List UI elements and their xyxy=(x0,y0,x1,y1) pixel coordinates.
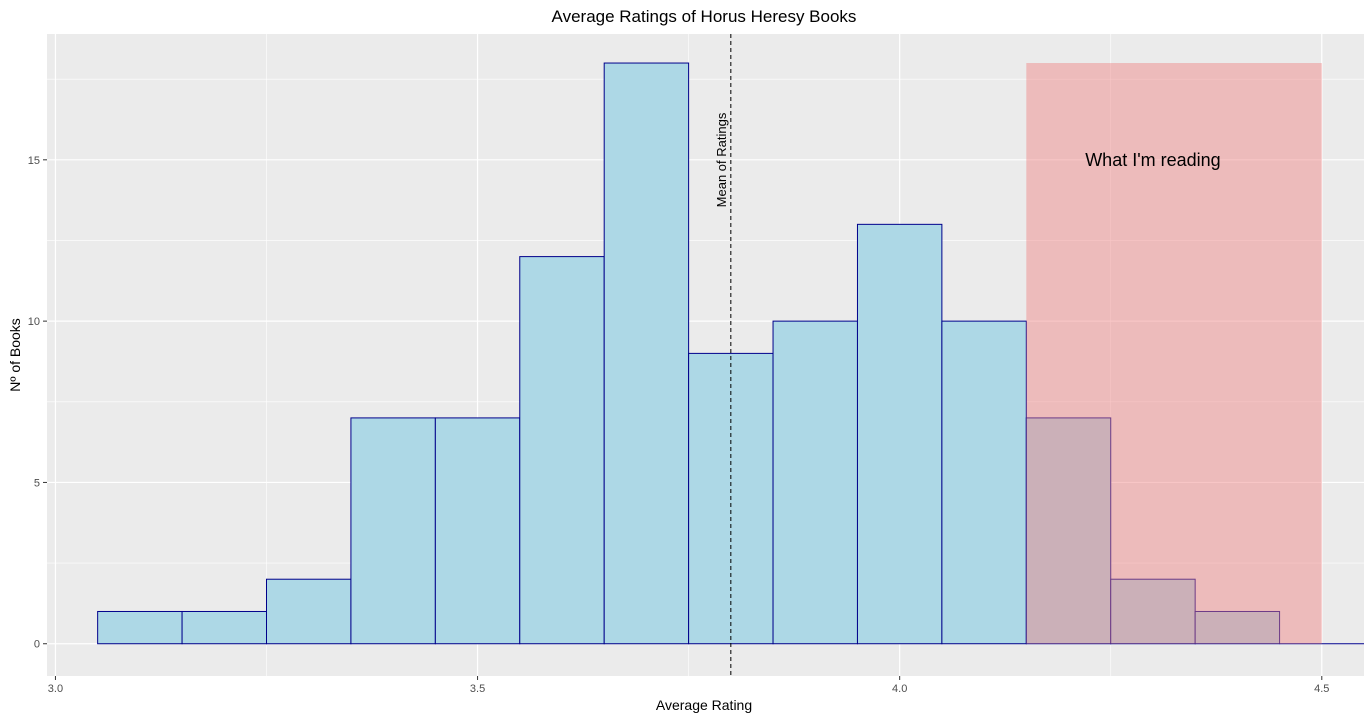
x-tick-label: 3.0 xyxy=(48,683,63,695)
histogram-bar xyxy=(1110,578,1196,645)
x-tick-label: 4.0 xyxy=(892,683,907,695)
histogram-bar xyxy=(266,578,352,645)
histogram-bar xyxy=(772,320,858,645)
highlight-region xyxy=(1026,63,1322,644)
x-axis-title: Average Rating xyxy=(656,697,752,713)
histogram-bar xyxy=(1025,417,1112,645)
histogram-bar xyxy=(856,223,943,645)
histogram-bar xyxy=(434,417,521,645)
histogram-bar xyxy=(941,320,1027,645)
histogram-bar xyxy=(603,62,690,645)
histogram-bar xyxy=(1194,610,1281,645)
y-tick-label: 5 xyxy=(34,477,40,489)
histogram-bar xyxy=(97,610,183,645)
mean-line-label: Mean of Ratings xyxy=(714,112,729,207)
x-tick-label: 4.5 xyxy=(1314,683,1329,695)
y-tick-label: 10 xyxy=(28,316,40,328)
y-tick-label: 15 xyxy=(28,155,40,167)
histogram-bar xyxy=(181,610,267,645)
histogram-bar xyxy=(350,417,436,645)
x-tick-label: 3.5 xyxy=(470,683,485,695)
chart-title: Average Ratings of Horus Heresy Books xyxy=(552,7,857,26)
y-tick-label: 0 xyxy=(34,639,40,651)
y-axis-title: Nº of Books xyxy=(7,318,23,392)
histogram-bar xyxy=(519,256,605,645)
highlight-label: What I'm reading xyxy=(1085,150,1221,170)
